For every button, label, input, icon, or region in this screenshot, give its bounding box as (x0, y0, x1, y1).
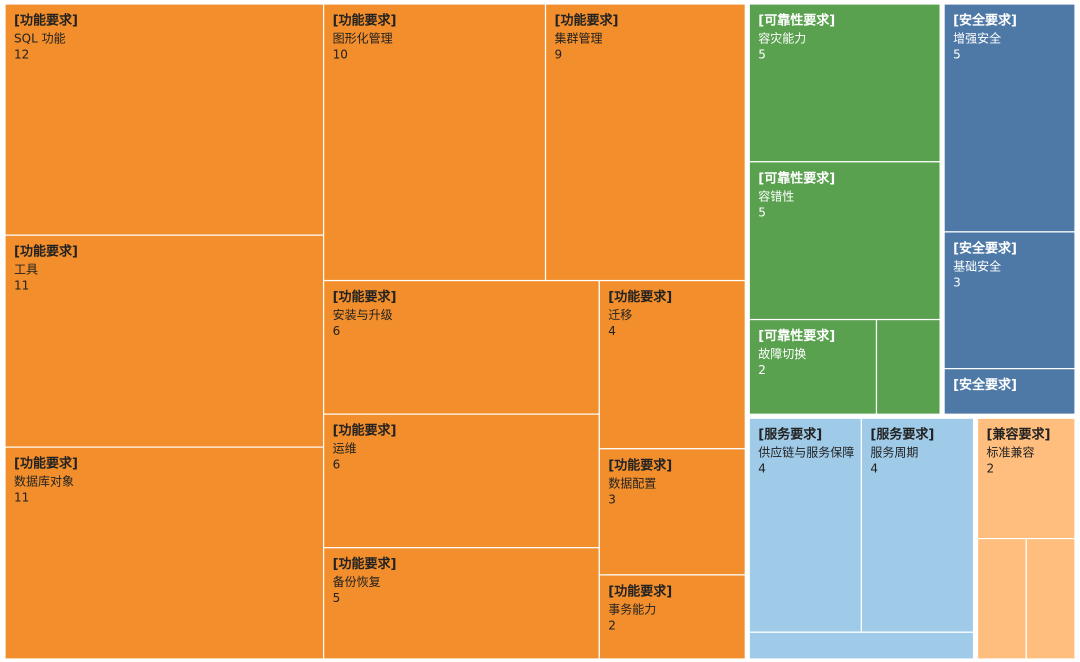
tile-name: 集群管理 (555, 31, 603, 46)
tile (748, 318, 878, 415)
tile-group: [功能要求] (333, 556, 397, 572)
tile-name: 故障切换 (758, 346, 806, 361)
tile (860, 417, 975, 633)
tile-group: [服务要求] (758, 427, 822, 443)
tile (943, 368, 1076, 415)
tile (976, 538, 1027, 660)
tile-name: 标准兼容 (987, 445, 1035, 460)
tile-group: [服务要求] (870, 427, 934, 443)
tile-group: [功能要求] (14, 13, 78, 29)
tile-name: 安装与升级 (333, 307, 393, 322)
tile (748, 3, 941, 163)
tile (976, 417, 1076, 540)
tile-name: SQL 功能 (14, 32, 66, 46)
tile-name: 供应链与服务保障 (758, 445, 854, 460)
tile-group: [可靠性要求] (758, 13, 835, 29)
tile-group: [兼容要求] (987, 427, 1051, 443)
tile-group: [安全要求] (953, 13, 1017, 29)
tile-name: 迁移 (608, 308, 632, 322)
tile-group: [功能要求] (608, 583, 672, 599)
tile-name: 工具 (14, 263, 38, 277)
tile-group: [功能要求] (608, 289, 672, 305)
tile-name: 容错性 (758, 188, 794, 203)
tile-group: [可靠性要求] (758, 328, 835, 344)
tile-value: 3 (953, 275, 961, 289)
tile-group: [功能要求] (608, 457, 672, 473)
tile-name: 事务能力 (608, 601, 656, 616)
tile-group: [功能要求] (555, 13, 619, 29)
tile (322, 413, 600, 549)
tile-name: 增强安全 (953, 31, 1001, 46)
tile-value: 5 (758, 48, 766, 62)
tile (875, 318, 941, 415)
tile (4, 3, 325, 236)
tile-value: 5 (333, 591, 341, 605)
tile-value: 12 (14, 48, 29, 62)
tile-group: [功能要求] (333, 289, 397, 305)
tile-name: 备份恢复 (333, 575, 381, 589)
tile-group: [功能要求] (14, 244, 78, 260)
tile-value: 6 (333, 458, 341, 472)
tile-name: 图形化管理 (333, 31, 393, 46)
tile-value: 4 (758, 462, 766, 476)
tile-value: 9 (555, 48, 563, 62)
tile-value: 6 (333, 324, 341, 338)
tile-value: 11 (14, 279, 29, 293)
tile (943, 3, 1076, 233)
tile-name: 容灾能力 (758, 31, 806, 46)
tile-group: [功能要求] (14, 456, 78, 472)
tile-name: 基础安全 (953, 258, 1001, 273)
tile-group: [安全要求] (953, 240, 1017, 256)
tile-value: 4 (870, 462, 878, 476)
tile (598, 279, 746, 450)
tile-value: 2 (608, 618, 616, 632)
tile-name: 服务周期 (870, 445, 918, 460)
tile (4, 446, 325, 660)
tile (322, 547, 600, 660)
tile (544, 3, 746, 282)
tile-value: 4 (608, 324, 616, 338)
tile-group: [功能要求] (333, 423, 397, 439)
tile-value: 11 (14, 491, 29, 505)
tile-value: 5 (953, 48, 961, 62)
tile-value: 2 (987, 462, 995, 476)
tile (1025, 538, 1076, 660)
tile-value: 10 (333, 48, 348, 62)
tile (748, 631, 975, 660)
tile (943, 231, 1076, 370)
tile (748, 417, 863, 633)
tile (598, 574, 746, 660)
tile-group: [安全要求] (953, 377, 1017, 393)
tile (322, 279, 600, 415)
tile-value: 5 (758, 205, 766, 219)
tile-value: 2 (758, 363, 766, 377)
tile-name: 运维 (333, 442, 357, 456)
tile-name: 数据配置 (608, 475, 656, 490)
tile-group: [功能要求] (333, 13, 397, 29)
tile (598, 448, 746, 576)
tile (4, 234, 325, 448)
tile (748, 161, 941, 321)
tile-group: [可靠性要求] (758, 170, 835, 186)
tile (322, 3, 547, 282)
tile-name: 数据库对象 (14, 474, 74, 489)
tile-value: 3 (608, 492, 616, 506)
